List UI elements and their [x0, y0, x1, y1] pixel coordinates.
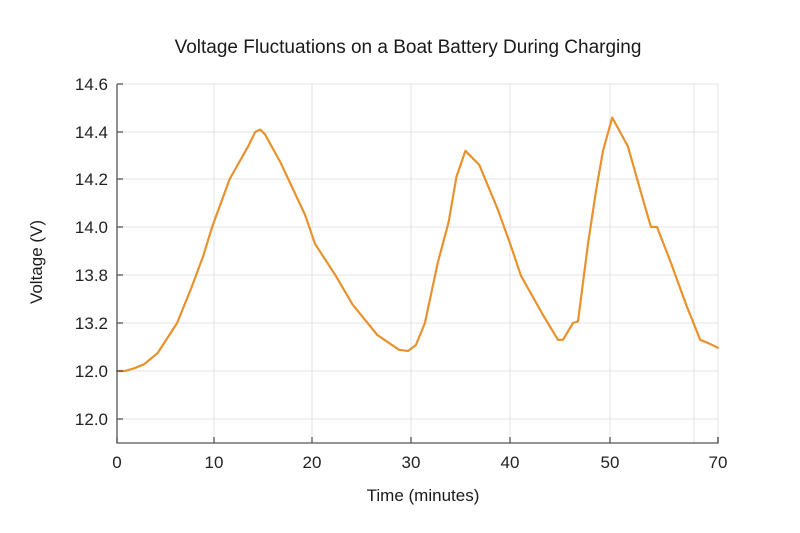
x-tick-label: 20	[303, 453, 322, 472]
voltage-line	[115, 116, 720, 373]
y-tick-label: 14.2	[75, 170, 108, 189]
y-axis-label: Voltage (V)	[27, 220, 46, 304]
gridlines	[117, 83, 719, 443]
chart-title: Voltage Fluctuations on a Boat Battery D…	[175, 37, 642, 58]
axes	[116, 84, 719, 444]
series-voltage	[115, 116, 720, 373]
y-tick-label: 13.2	[75, 314, 108, 333]
y-axis-ticks: 12.0 12.0 13.2 13.8 14.0 14.2 14.4 14.6	[75, 75, 123, 429]
x-tick-label: 10	[205, 453, 224, 472]
axis-lines	[116, 84, 719, 444]
x-tick-label: 40	[501, 453, 520, 472]
y-tick-label: 13.8	[75, 266, 108, 285]
x-tick-label: 30	[402, 453, 421, 472]
y-tick-label: 12.0	[75, 410, 108, 429]
y-tick-label: 12.0	[75, 362, 108, 381]
x-axis-ticks: 0 10 20 30 40 50 70	[112, 437, 727, 472]
x-tick-label: 0	[112, 453, 121, 472]
x-tick-label: 70	[709, 453, 728, 472]
x-axis-label: Time (minutes)	[367, 486, 480, 505]
y-tick-label: 14.6	[75, 75, 108, 94]
y-tick-label: 14.4	[75, 123, 108, 142]
x-tick-label: 50	[601, 453, 620, 472]
y-tick-label: 14.0	[75, 218, 108, 237]
